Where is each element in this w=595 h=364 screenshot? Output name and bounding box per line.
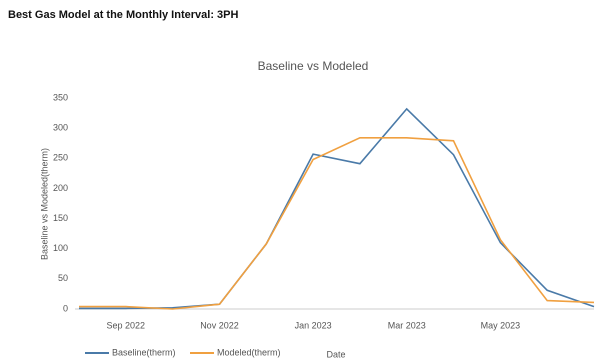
page-header: Best Gas Model at the Monthly Interval: … <box>8 9 238 21</box>
y-tick-label: 250 <box>53 153 68 163</box>
y-tick-label: 300 <box>53 123 68 133</box>
chart-title: Baseline vs Modeled <box>258 59 369 73</box>
y-axis-label: Baseline vs Modeled(therm) <box>39 148 49 260</box>
y-tick-label: 0 <box>63 303 68 313</box>
legend-label: Baseline(therm) <box>112 347 176 357</box>
x-tick-label: Jan 2023 <box>295 320 332 330</box>
x-tick-label: Nov 2022 <box>200 320 239 330</box>
x-tick-label: May 2023 <box>481 320 521 330</box>
x-tick-label: Sep 2022 <box>107 320 146 330</box>
series-line <box>79 137 595 310</box>
x-axis-label: Date <box>326 349 345 359</box>
series-line <box>79 107 595 310</box>
y-tick-label: 200 <box>53 183 68 193</box>
y-tick-label: 50 <box>58 273 68 283</box>
y-tick-label: 150 <box>53 213 68 223</box>
y-tick-label: 350 <box>53 92 68 102</box>
y-tick-label: 100 <box>53 243 68 253</box>
legend-label: Modeled(therm) <box>217 347 281 357</box>
x-tick-label: Mar 2023 <box>388 320 426 330</box>
